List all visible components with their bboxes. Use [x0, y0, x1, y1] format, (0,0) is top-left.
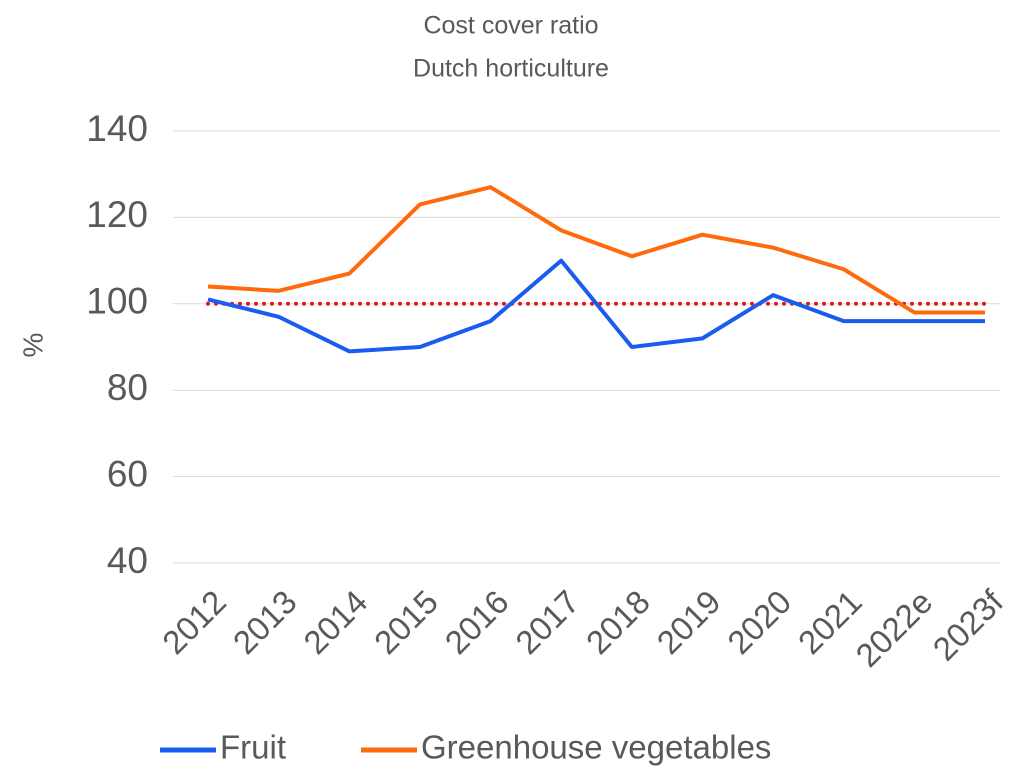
x-tick-label: 2013	[226, 583, 304, 661]
x-tick-label: 2016	[438, 583, 516, 661]
y-axis-label: %	[17, 333, 48, 358]
x-tick-label: 2014	[296, 583, 374, 661]
y-tick-label: 60	[107, 453, 148, 494]
y-tick-label: 140	[86, 108, 148, 149]
x-tick-label: 2018	[579, 583, 657, 661]
y-tick-label: 80	[107, 367, 148, 408]
legend-label: Greenhouse vegetables	[421, 729, 771, 766]
x-tick-label: 2022e	[848, 583, 939, 674]
legend-label: Fruit	[220, 729, 286, 766]
x-tick-label: 2019	[649, 583, 727, 661]
x-tick-label: 2020	[720, 583, 798, 661]
x-tick-label: 2015	[367, 583, 445, 661]
y-tick-label: 40	[107, 540, 148, 581]
chart-subtitle: Dutch horticulture	[413, 55, 609, 83]
series-line	[207, 185, 985, 315]
chart-title: Cost cover ratio	[423, 12, 598, 40]
x-tick-label: 2023f	[926, 582, 1011, 667]
y-tick-label: 120	[86, 194, 148, 235]
x-tick-label: 2017	[508, 583, 586, 661]
x-tick-label: 2012	[155, 583, 233, 661]
y-tick-label: 100	[86, 281, 148, 322]
series-line	[207, 258, 985, 354]
